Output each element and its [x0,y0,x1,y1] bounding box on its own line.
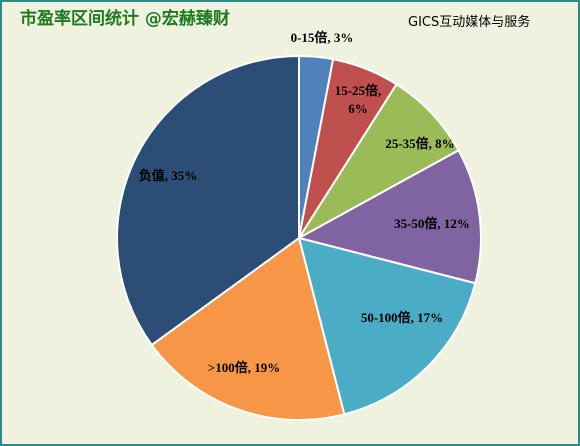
data-label: 35-50倍, 12% [394,216,470,231]
data-label: 25-35倍, 8% [385,136,454,151]
chart-subtitle: GICS互动媒体与服务 [408,14,530,30]
pie-slice [296,148,482,285]
pie-slice [298,82,460,239]
pie [116,54,482,421]
pie-slice [297,236,477,416]
data-label: 50-100倍, 17% [361,310,443,325]
data-label-line: 15-25倍, [335,83,382,98]
pie-slice [150,236,346,421]
pie-slice [116,54,300,347]
data-label: 负值, 35% [139,168,198,183]
data-label: 15-25倍, 6% [335,83,382,116]
data-label: 0-15倍, 3% [291,30,354,45]
chart-title: 市盈率区间统计 @宏赫臻财 [20,8,230,29]
data-label-line: 6% [348,101,368,116]
data-label: >100倍, 19% [208,360,280,375]
